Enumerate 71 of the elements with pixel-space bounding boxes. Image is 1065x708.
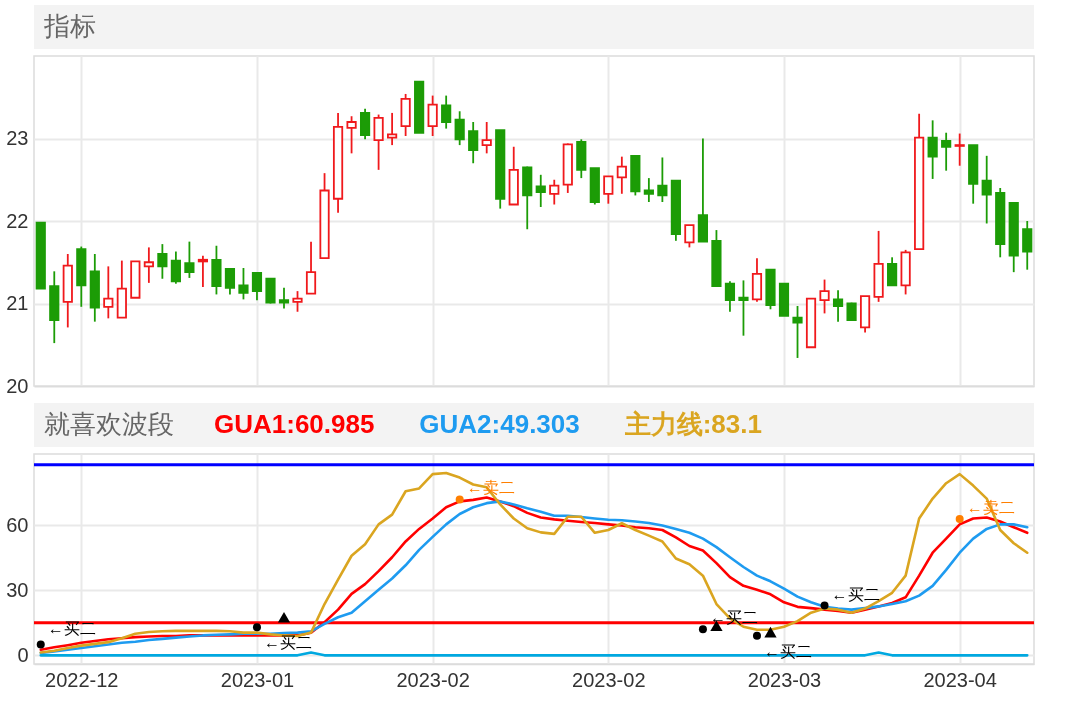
candlestick: [454, 110, 465, 146]
point: [698, 625, 707, 634]
data-label: ←买二: [831, 585, 880, 603]
candlestick: [387, 112, 398, 146]
point: [455, 495, 464, 504]
point: [752, 631, 761, 640]
candlestick: [103, 265, 114, 320]
candlestick: [184, 240, 195, 279]
y-tick-label: 30: [6, 578, 29, 601]
y-tick-label: 23: [6, 127, 29, 149]
x-tick-label: 2023-02: [572, 668, 646, 691]
candlestick: [616, 155, 627, 195]
point: [36, 640, 45, 649]
candlestick: [887, 256, 898, 287]
candlestick: [224, 267, 236, 296]
candlestick: [927, 119, 938, 180]
candlestick: [657, 156, 668, 203]
chart-title: 就喜欢波段: [44, 409, 174, 439]
candlestick: [792, 305, 803, 359]
candlestick: [170, 250, 181, 285]
point: [252, 623, 261, 632]
candlestick: [197, 254, 209, 288]
x-tick-label: 2022-12: [45, 668, 119, 691]
candlestick: [724, 280, 736, 313]
candlestick: [603, 175, 614, 205]
y-tick-label: 60: [6, 513, 29, 536]
candlestick: [265, 277, 276, 305]
candlestick: [954, 132, 965, 167]
text: GUA2:49.303: [419, 409, 580, 439]
candlestick: [427, 94, 438, 137]
candlestick: [359, 107, 371, 141]
y-tick-label: 21: [6, 292, 29, 314]
candlestick: [535, 173, 546, 208]
candlestick: [305, 240, 317, 295]
candlestick: [143, 246, 154, 284]
chart-title: 指标: [43, 11, 96, 41]
candlestick: [819, 278, 830, 315]
x-tick-label: 2023-04: [923, 668, 997, 691]
candlestick: [468, 121, 479, 165]
candlestick: [643, 177, 654, 203]
candlestick: [346, 115, 357, 155]
candlestick: [941, 131, 952, 172]
data-label: ←买二: [263, 634, 312, 652]
text: GUA1:60.985: [214, 409, 375, 439]
candlestick: [292, 290, 303, 313]
text: 主力线:83.1: [623, 409, 762, 439]
point: [820, 601, 829, 610]
candlestick: [238, 267, 249, 301]
candlestick: [549, 178, 560, 206]
x-tick-label: 2023-01: [220, 668, 295, 691]
candlestick: [373, 113, 384, 171]
data-label: ←买二: [47, 619, 96, 637]
x-tick-label: 2023-02: [396, 668, 470, 691]
candlestick: [278, 286, 290, 310]
y-tick-label: 0: [17, 643, 29, 666]
candlestick: [481, 121, 492, 155]
data-label: ←卖二: [466, 479, 515, 497]
candlestick: [251, 272, 263, 302]
candlestick: [832, 289, 844, 323]
candlestick: [1022, 220, 1033, 271]
y-tick-label: 22: [6, 209, 29, 232]
candlestick: [684, 224, 695, 249]
candlestick: [981, 154, 992, 225]
candlestick: [441, 94, 452, 130]
candlestick: [738, 279, 749, 337]
y-tick-label: 20: [6, 374, 29, 397]
candlestick: [157, 243, 168, 280]
point: [277, 611, 291, 623]
x-tick-label: 2023-03: [747, 668, 822, 691]
point: [955, 514, 964, 523]
point: [764, 626, 777, 638]
